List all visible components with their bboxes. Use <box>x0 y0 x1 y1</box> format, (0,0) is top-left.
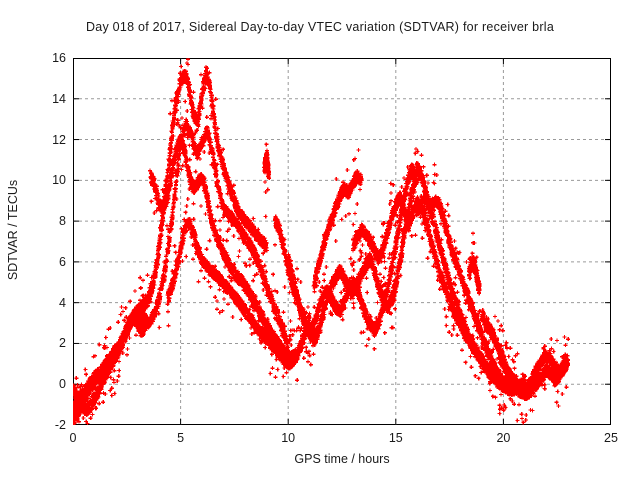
y-tick-label: 0 <box>59 377 66 392</box>
y-axis-label: SDTVAR / TECUs <box>6 179 20 281</box>
y-tick-label: 8 <box>59 214 66 229</box>
y-tick-label: 2 <box>59 336 66 351</box>
x-tick-label: 5 <box>177 431 185 445</box>
y-tick-label: 16 <box>52 51 66 65</box>
plot-area: -2 0 2 4 6 8 10 12 14 16 0 5 10 15 20 25 <box>52 51 618 445</box>
x-tick-label: 20 <box>496 431 511 445</box>
y-tick-label: 6 <box>59 254 66 269</box>
y-tick-label: 12 <box>52 132 66 147</box>
y-tick-label: 4 <box>59 295 66 310</box>
y-tick-label: 14 <box>52 91 66 106</box>
plot-frame <box>73 58 611 425</box>
x-tick-label: 25 <box>604 431 618 445</box>
x-tick-label: 0 <box>69 431 77 445</box>
x-tick-label: 10 <box>281 431 296 445</box>
page-title: Day 018 of 2017, Sidereal Day-to-day VTE… <box>85 20 555 34</box>
scatter-markers <box>73 58 571 425</box>
y-tick-label: -2 <box>54 418 66 432</box>
x-tick-label: 15 <box>388 431 403 445</box>
x-axis-label: GPS time / hours <box>294 452 390 466</box>
grid-lines <box>73 58 611 425</box>
y-tick-label: 10 <box>52 173 66 188</box>
